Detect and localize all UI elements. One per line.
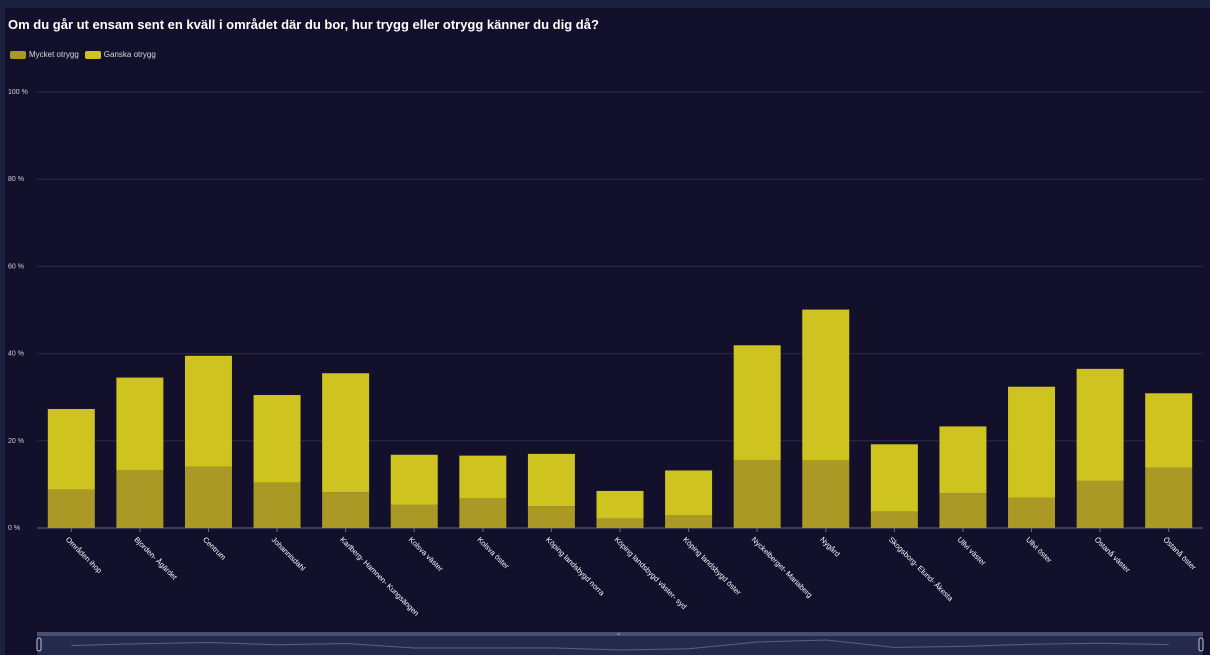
- bar-segment-mycket-otrygg: [459, 498, 507, 528]
- bar-segment-mycket-otrygg: [47, 489, 95, 528]
- x-tick-label: Kolsva öster: [475, 535, 511, 571]
- bar-segment-mycket-otrygg: [1076, 480, 1124, 528]
- bar-segment-ganska-otrygg: [939, 426, 987, 494]
- y-tick-label: 20 %: [8, 438, 24, 445]
- zoom-handle-left[interactable]: [36, 637, 42, 652]
- y-tick-label: 40 %: [8, 351, 24, 358]
- x-tick-label: Ullvi väster: [956, 535, 989, 568]
- bar-segment-mycket-otrygg: [1008, 497, 1056, 528]
- bar-segment-ganska-otrygg: [459, 455, 507, 499]
- x-tick-label: Kolsva väster: [407, 535, 446, 574]
- zoom-preview-line: [71, 639, 1169, 651]
- zoom-handle-right[interactable]: [1198, 637, 1204, 652]
- bar-segment-ganska-otrygg: [665, 470, 713, 516]
- x-tick-label: Bjorden- Ågärdet: [132, 535, 179, 582]
- legend-item-mycket-otrygg[interactable]: Mycket otrygg: [10, 50, 79, 59]
- bar-segment-ganska-otrygg: [184, 355, 232, 467]
- x-tick-label: Områden ihop: [64, 535, 104, 575]
- x-tick-label: Skogsborg- Elund- Åkesta: [887, 535, 956, 604]
- x-tick-label: Ullvi öster: [1024, 535, 1054, 565]
- zoom-grip-icon[interactable]: ⁼: [617, 633, 620, 639]
- bar-segment-mycket-otrygg: [939, 493, 987, 528]
- x-tick-label: Nygård: [818, 535, 841, 558]
- bar-segment-mycket-otrygg: [527, 506, 575, 528]
- x-tick-label: Östanå öster: [1161, 535, 1198, 572]
- bar-segment-mycket-otrygg: [390, 504, 438, 528]
- chart-title: Om du går ut ensam sent en kväll i områd…: [8, 17, 599, 32]
- legend-label-ganska-otrygg: Ganska otrygg: [103, 50, 156, 59]
- bar-segment-mycket-otrygg: [184, 466, 232, 528]
- legend-swatch-mycket-otrygg: [10, 50, 26, 59]
- x-tick-label: Köping landsbygd norra: [544, 535, 607, 598]
- bar-segment-mycket-otrygg: [665, 515, 713, 528]
- bar-segment-ganska-otrygg: [1008, 386, 1056, 498]
- legend: Mycket otrygg Ganska otrygg: [10, 50, 156, 59]
- bar-segment-mycket-otrygg: [116, 470, 164, 528]
- bar-segment-ganska-otrygg: [870, 444, 918, 512]
- x-tick-label: Köping landsbygd väster- syd: [613, 535, 689, 611]
- bar-segment-mycket-otrygg: [870, 511, 918, 528]
- bar-segment-mycket-otrygg: [1145, 467, 1193, 528]
- legend-item-ganska-otrygg[interactable]: Ganska otrygg: [84, 50, 156, 59]
- bar-segment-mycket-otrygg: [733, 459, 781, 528]
- x-tick-label: Karlberg- Hamnen- Kungsängen: [338, 535, 421, 618]
- bar-segment-mycket-otrygg: [802, 460, 850, 528]
- bar-segment-mycket-otrygg: [253, 482, 301, 528]
- zoom-slider-track: [37, 632, 1203, 636]
- y-tick-label: 100 %: [8, 89, 28, 96]
- bar-segment-ganska-otrygg: [1076, 368, 1124, 481]
- y-tick-label: 60 %: [8, 263, 24, 270]
- left-band: [0, 0, 5, 655]
- x-tick-label: Johannisdahl: [270, 535, 308, 573]
- top-band: [0, 0, 1210, 8]
- bar-segment-ganska-otrygg: [802, 309, 850, 461]
- bar-segment-ganska-otrygg: [390, 454, 438, 505]
- bar-segment-ganska-otrygg: [47, 408, 95, 490]
- bar-segment-ganska-otrygg: [527, 453, 575, 507]
- x-tick-label: Östanå väster: [1093, 535, 1133, 575]
- bar-segment-mycket-otrygg: [596, 518, 644, 528]
- legend-swatch-ganska-otrygg: [84, 50, 101, 59]
- bar-segment-ganska-otrygg: [1145, 393, 1193, 468]
- y-tick-label: 80 %: [8, 176, 24, 183]
- bar-segment-ganska-otrygg: [596, 490, 644, 519]
- bar-segment-ganska-otrygg: [322, 373, 370, 493]
- y-tick-label: 0 %: [8, 525, 20, 532]
- legend-label-mycket-otrygg: Mycket otrygg: [29, 50, 79, 59]
- bar-segment-ganska-otrygg: [116, 377, 164, 471]
- bar-segment-ganska-otrygg: [733, 345, 781, 460]
- x-tick-label: Centrum: [201, 535, 228, 562]
- x-tick-label: Köping landsbygd öster: [681, 535, 743, 597]
- zoom-slider-body: [37, 636, 1203, 655]
- bar-segment-mycket-otrygg: [322, 492, 370, 528]
- bar-segment-ganska-otrygg: [253, 395, 301, 483]
- x-tick-label: Nyckelberget- Mariaberg: [750, 535, 814, 599]
